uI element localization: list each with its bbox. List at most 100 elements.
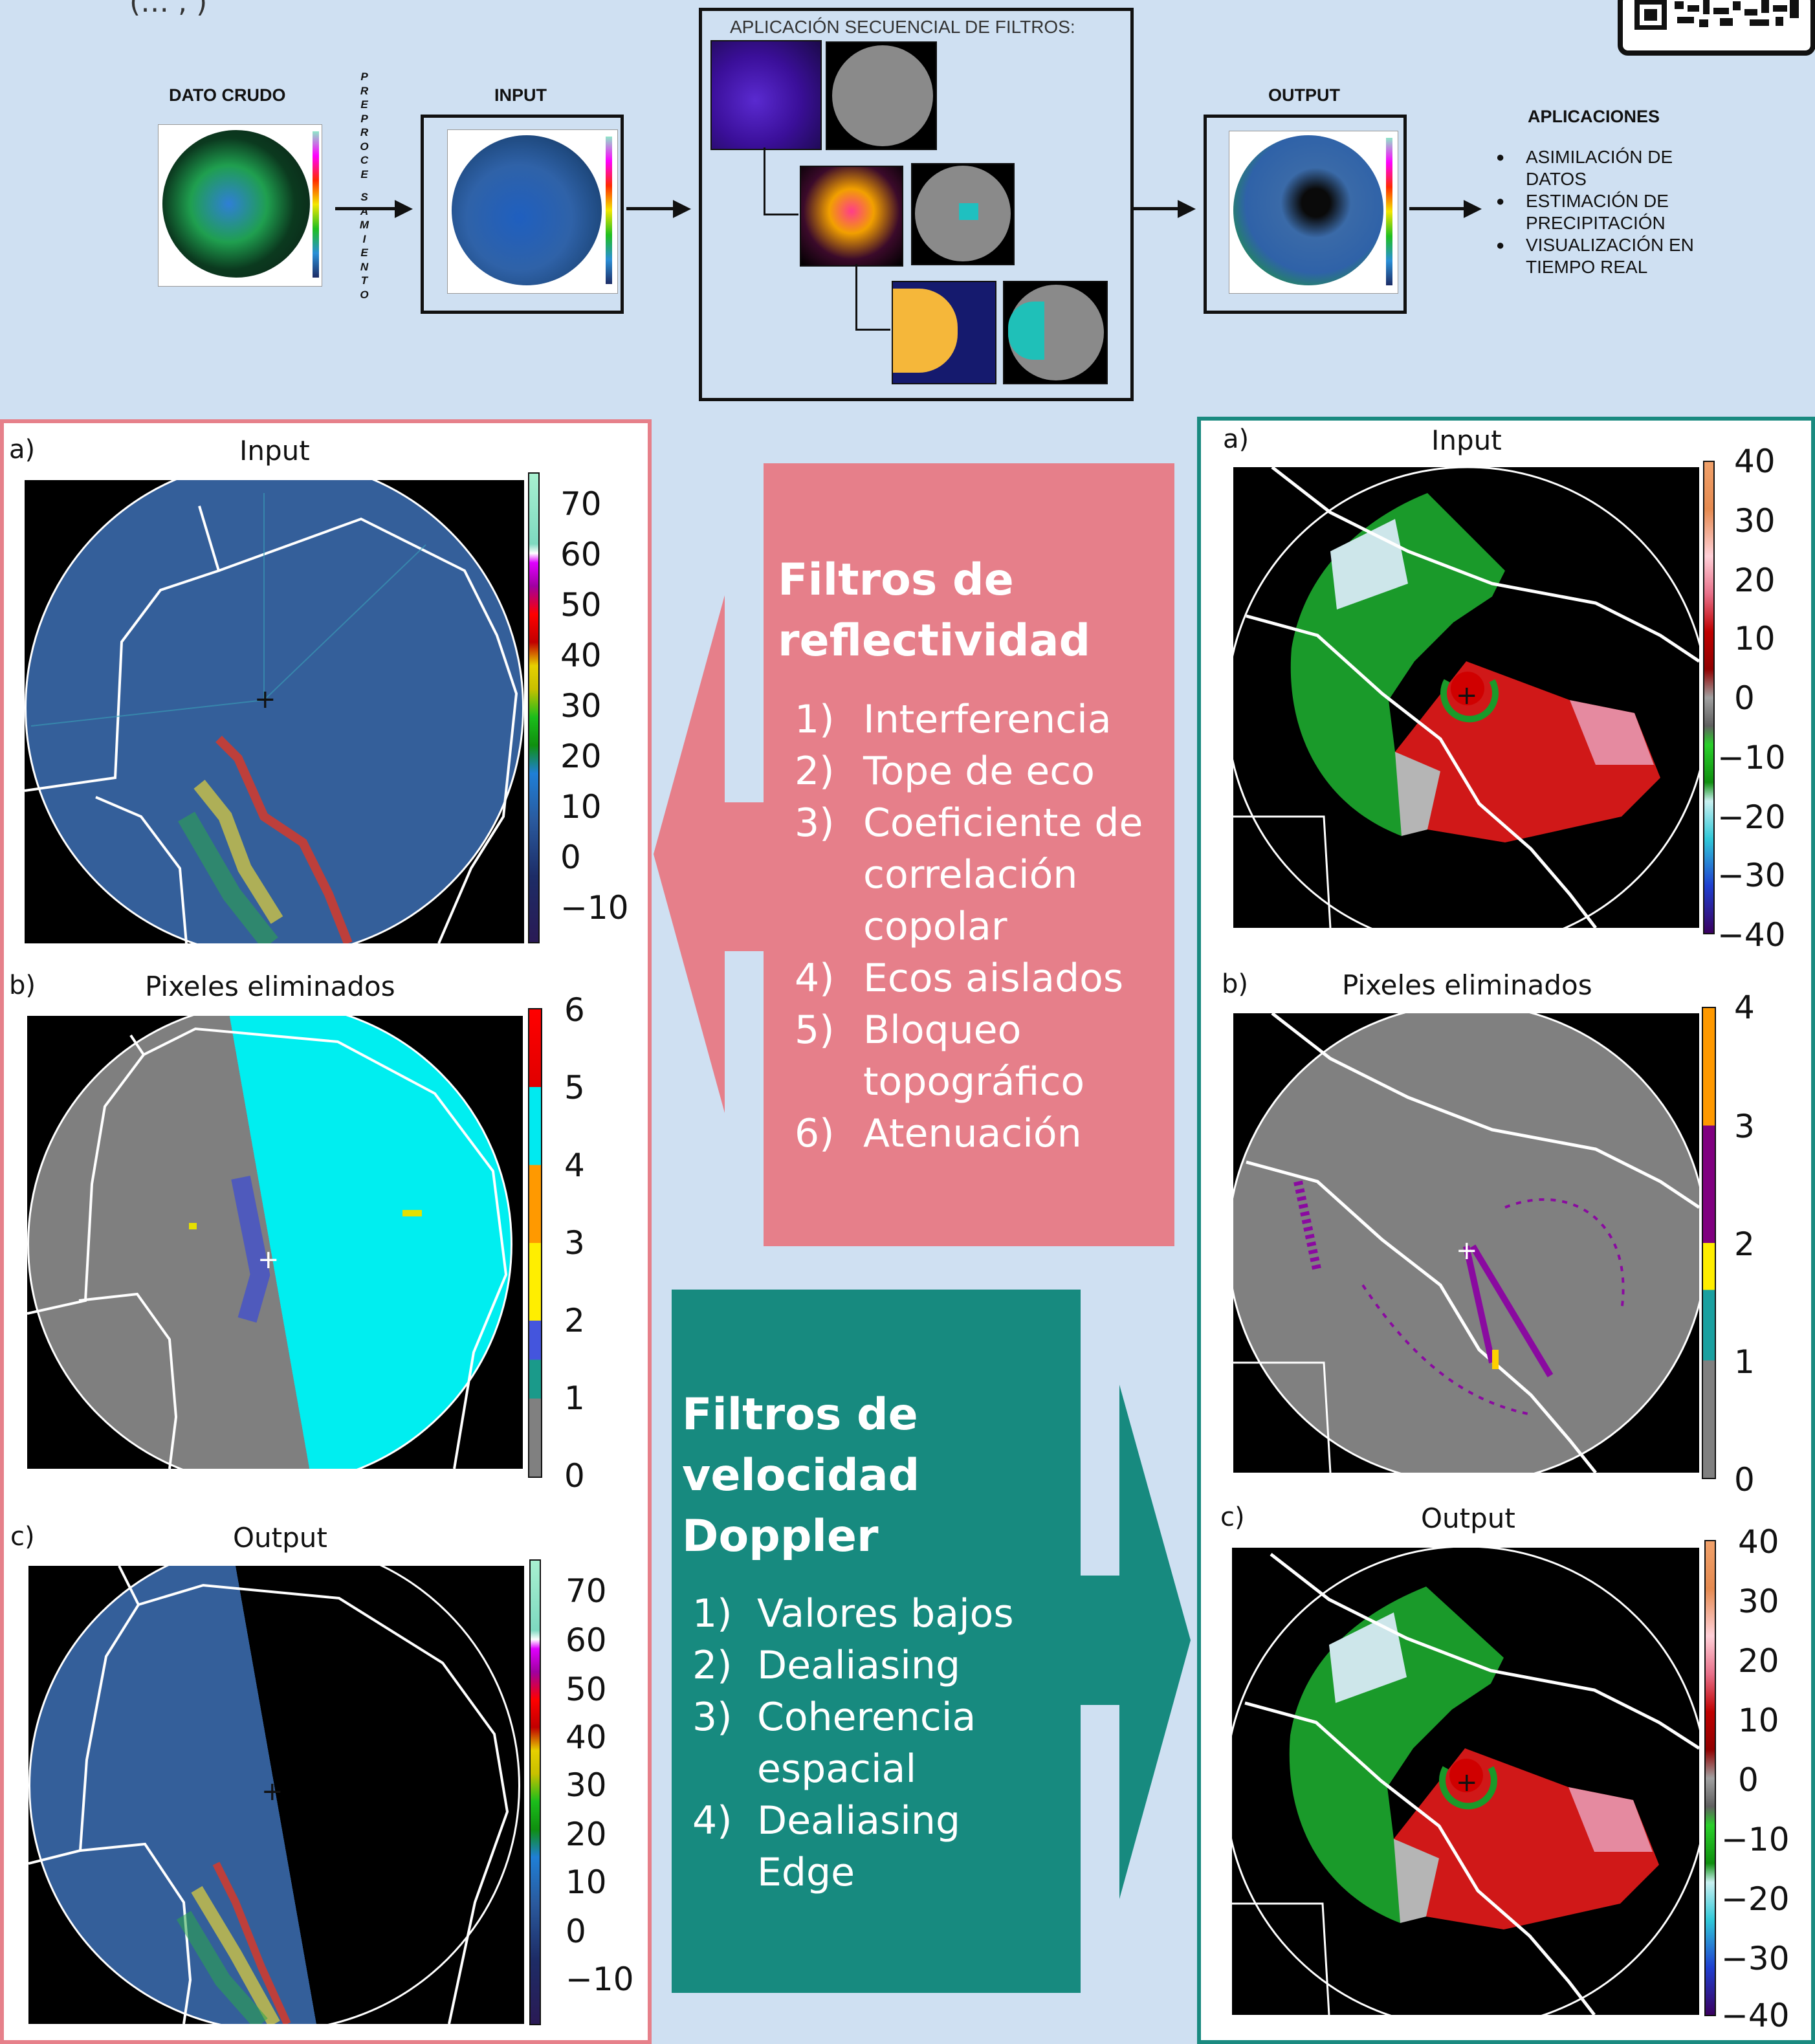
plot-letter: c): [10, 1522, 35, 1552]
colorbar-tick: 30: [1734, 502, 1776, 540]
doppler-removed-map: +: [1233, 1013, 1699, 1473]
colorbar-tick: 6: [564, 991, 585, 1029]
applications-list: ● ASIMILACIÓN DE DATOS ● ESTIMACIÓN DE PRECI…: [1493, 146, 1694, 278]
colorbar-tick: 20: [566, 1816, 607, 1853]
colorbar-tick: 60: [566, 1621, 607, 1659]
colorbar-tick: 40: [1738, 1523, 1779, 1561]
list-item: 4) Ecos aislados: [795, 956, 1124, 1001]
colorbar-tick: 70: [566, 1572, 607, 1610]
plot-letter: a): [9, 435, 36, 465]
colorbar-tick: −20: [1721, 1880, 1790, 1918]
doppler-arrow-icon: [672, 1290, 1191, 1993]
list-item: 6) Atenuación: [795, 1111, 1082, 1156]
reflectivity-callout-title: Filtros de: [778, 555, 1014, 606]
filter-step-3-image: [892, 281, 996, 384]
list-item: 3) Coherencia espacial: [692, 1695, 976, 1792]
top-left-fragment: (… , ): [129, 0, 208, 19]
list-item: 2) Tope de eco: [795, 749, 1095, 794]
doppler-output-colorbar: [1704, 1540, 1716, 2016]
colorbar-tick: 10: [1734, 620, 1776, 657]
svg-text:+: +: [1456, 1236, 1478, 1266]
colorbar-tick: 2: [1734, 1225, 1755, 1263]
reflectivity-output-map: +: [28, 1566, 524, 2024]
plot-title: Output: [1421, 1502, 1515, 1534]
colorbar-tick: 60: [560, 536, 602, 573]
plot-title: Output: [233, 1522, 327, 1554]
arrow-input-to-filters: [626, 207, 677, 210]
reflectivity-filter-list: 1) Interferencia 2) Tope de eco 3) Coeficie…: [795, 694, 1143, 1159]
colorbar-tick: 1: [564, 1379, 585, 1417]
colorbar-tick: 40: [560, 637, 602, 674]
colorbar-tick: 0: [1734, 679, 1755, 717]
output-stage-box: [1204, 115, 1407, 314]
list-item: 3) Coeficiente de correlación copolar: [795, 800, 1143, 949]
colorbar-tick: 4: [1734, 989, 1755, 1026]
plot-letter: b): [9, 971, 36, 1000]
doppler-output-map: +: [1232, 1548, 1699, 2015]
colorbar-tick: −30: [1721, 1940, 1790, 1977]
filter-connector-1: [764, 148, 765, 215]
doppler-removed-colorbar: [1702, 1007, 1716, 1479]
colorbar-tick: 30: [1738, 1583, 1779, 1620]
svg-text:+: +: [254, 685, 276, 714]
colorbar-tick: 40: [1734, 443, 1776, 480]
colorbar-tick: 30: [566, 1766, 607, 1804]
svg-text:+: +: [1456, 1768, 1478, 1797]
filter-step-2-mask: [911, 163, 1015, 265]
plot-title: Pixeles eliminados: [145, 971, 395, 1002]
plot-title: Input: [239, 435, 310, 467]
doppler-colorbar: [1703, 461, 1715, 934]
arrow-head-icon: [395, 200, 413, 218]
doppler-callout-title: velocidad: [682, 1450, 920, 1501]
colorbar-tick: 0: [1734, 1461, 1755, 1499]
arrow-head-icon: [673, 200, 691, 218]
filter-step-3-mask: [1003, 281, 1108, 384]
colorbar-tick: −10: [566, 1961, 634, 1998]
list-item: 1) Interferencia: [795, 697, 1112, 742]
colorbar-tick: 0: [566, 1913, 586, 1950]
sequential-filters-title: APLICACIÓN SECUENCIAL DE FILTROS:: [730, 17, 1075, 37]
colorbar-tick: 50: [566, 1671, 607, 1708]
colorbar-tick: 4: [564, 1147, 585, 1184]
colorbar-tick: −40: [1717, 916, 1786, 954]
list-item: 2) Dealiasing: [692, 1643, 961, 1688]
plot-title: Input: [1431, 424, 1502, 456]
plot-letter: c): [1220, 1502, 1245, 1532]
colorbar-tick: 50: [560, 586, 602, 624]
reflectivity-colorbar: [528, 472, 540, 943]
raw-data-label: DATO CRUDO: [169, 85, 286, 105]
application-item: ● ESTIMACIÓN DE PRECIPITACIÓN: [1496, 191, 1669, 233]
colorbar-tick: −30: [1717, 857, 1786, 894]
colorbar-tick: −10: [560, 889, 629, 927]
filter-step-1-image: [710, 40, 822, 150]
plot-letter: a): [1223, 424, 1249, 454]
arrow-head-icon: [1178, 200, 1196, 218]
plot-title: Pixeles eliminados: [1342, 969, 1592, 1001]
filter-step-2-image: [800, 166, 903, 267]
arrow-output-to-apps: [1409, 207, 1468, 210]
input-stage-box: [421, 115, 624, 314]
colorbar-tick: 10: [560, 788, 602, 826]
qr-code-icon: [1618, 0, 1815, 56]
colorbar-tick: −10: [1717, 739, 1786, 776]
colorbar-tick: −40: [1721, 1997, 1790, 2034]
list-item: 1) Valores bajos: [692, 1591, 1014, 1636]
raw-data-thumbnail: [158, 124, 322, 287]
colorbar-tick: 20: [560, 738, 602, 775]
reflectivity-callout-title: reflectividad: [778, 615, 1091, 666]
colorbar-tick: 1: [1734, 1343, 1755, 1381]
svg-text:+: +: [258, 1245, 280, 1275]
input-stage-label: INPUT: [494, 85, 547, 105]
colorbar-tick: 3: [1734, 1108, 1755, 1145]
arrow-raw-to-input: [335, 207, 400, 210]
filter-connector-1b: [764, 214, 798, 215]
removed-pixels-colorbar: [528, 1008, 542, 1478]
reflectivity-filters-callout: Filtros de reflectividad: [778, 550, 1166, 672]
colorbar-tick: 0: [564, 1457, 585, 1495]
doppler-callout-title: Filtros de: [682, 1389, 918, 1440]
colorbar-tick: 10: [566, 1863, 607, 1901]
reflectivity-removed-map: +: [27, 1016, 523, 1469]
applications-title: APLICACIONES: [1528, 107, 1660, 126]
filter-connector-2: [855, 264, 857, 330]
arrow-filters-to-output: [1131, 207, 1182, 210]
